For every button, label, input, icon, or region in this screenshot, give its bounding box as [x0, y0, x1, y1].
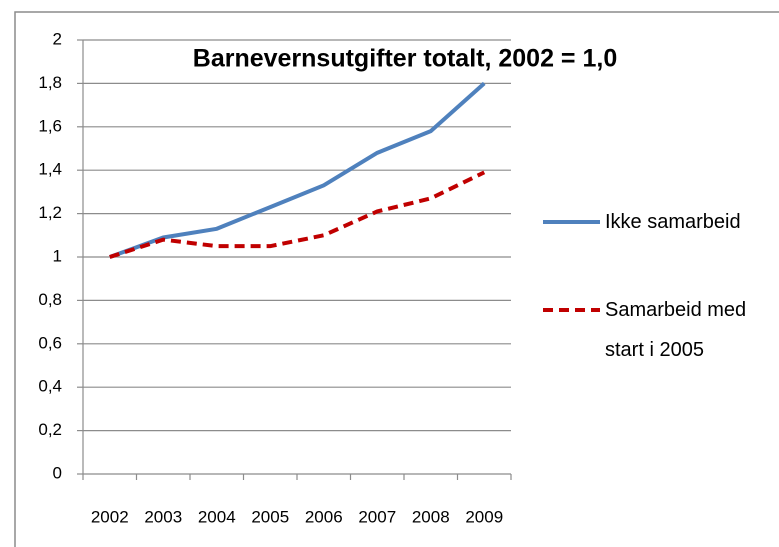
y-tick-label: 0: [53, 463, 62, 482]
legend-label: Samarbeid med start i 2005: [605, 299, 747, 361]
legend-label: Ikke samarbeid: [605, 211, 741, 233]
y-tick-label: 1,8: [38, 73, 62, 92]
x-tick-label: 2007: [358, 507, 396, 526]
y-tick-label: 0,4: [38, 377, 62, 396]
series-line: [109, 81, 486, 259]
y-tick-label: 0,8: [38, 290, 62, 309]
y-tick-label: 1,2: [38, 203, 62, 222]
x-tick-label: 2008: [412, 507, 450, 526]
series-line: [109, 170, 486, 259]
x-tick-label: 2005: [251, 507, 289, 526]
x-tick-label: 2004: [198, 507, 236, 526]
y-tick-label: 0,6: [38, 333, 62, 352]
frame: [14, 11, 779, 547]
y-tick-label: 1,6: [38, 116, 62, 135]
x-tick-label: 2002: [91, 507, 129, 526]
chart-title: Barnevernsutgifter totalt, 2002 = 1,0: [193, 45, 617, 73]
x-tick-label: 2006: [305, 507, 343, 526]
y-tick-label: 1: [53, 246, 62, 265]
y-tick-label: 2: [53, 29, 62, 48]
x-tick-label: 2009: [465, 507, 503, 526]
y-tick-label: 1,4: [38, 160, 62, 179]
x-tick-label: 2003: [144, 507, 182, 526]
y-tick-label: 0,2: [38, 420, 62, 439]
